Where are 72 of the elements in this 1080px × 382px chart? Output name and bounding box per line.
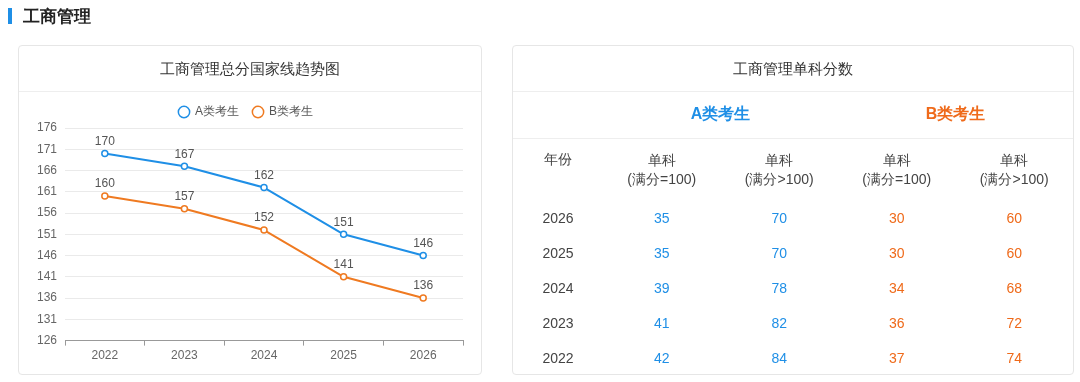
text: A类考生	[689, 104, 752, 125]
text: B类考生	[924, 104, 987, 125]
chart-title: 工商管理总分国家线趋势图	[19, 46, 481, 92]
y-tick-label: 136	[36, 290, 58, 305]
point	[419, 251, 427, 260]
y-tick-label: 2023	[541, 313, 575, 333]
data-label: 37	[887, 348, 906, 368]
text: 工商管理	[23, 5, 91, 28]
y-tick-label: 171	[36, 141, 58, 156]
data-label: 35	[652, 208, 671, 228]
data-label: 152	[254, 210, 275, 225]
point	[419, 294, 427, 302]
data-label: 157	[174, 189, 195, 204]
y-tick-label: 131	[36, 311, 58, 326]
data-label: 82	[770, 313, 789, 333]
data-label: 78	[770, 278, 789, 298]
x-tick-label: 2024	[250, 348, 278, 363]
data-label: 151	[333, 214, 354, 229]
data-label: 41	[652, 313, 671, 333]
x-tick-label: 单科 (满分>100)	[978, 150, 1050, 189]
data-label: 162	[254, 167, 275, 182]
data-label: 84	[770, 348, 789, 368]
y-tick-label: 156	[36, 205, 58, 220]
point	[339, 273, 348, 281]
y-tick-label: 176	[36, 120, 58, 135]
legend-label: A类考生	[195, 104, 240, 119]
point	[260, 183, 268, 192]
y-tick-label: 146	[36, 247, 58, 262]
x-tick-label: 2023	[171, 348, 199, 363]
y-tick-label: 2025	[541, 243, 575, 263]
y-tick-label: 2026	[541, 208, 575, 228]
x-tick-label: 单科 (满分>100)	[743, 150, 815, 189]
data-label: 60	[1005, 208, 1024, 228]
data-label: 35	[652, 243, 671, 263]
data-label: 30	[887, 208, 906, 228]
x-tick-label: 2026	[409, 348, 437, 363]
y-tick-label: 141	[36, 269, 58, 284]
data-label: 170	[94, 133, 116, 148]
x-tick-label: 单科 (满分=100)	[626, 150, 698, 189]
x-tick-label: 2022	[91, 348, 119, 363]
data-label: 68	[1005, 278, 1024, 298]
point	[101, 192, 109, 200]
point	[260, 226, 268, 234]
point	[180, 162, 189, 171]
x-tick-label: 单科 (满分=100)	[861, 150, 933, 189]
data-label: 70	[770, 243, 789, 263]
y-tick-label: 166	[36, 162, 58, 177]
data-label: 34	[887, 278, 906, 298]
y-tick-label: 161	[36, 184, 58, 199]
y-tick-label: 126	[36, 332, 58, 347]
data-label: 72	[1005, 313, 1024, 333]
y-tick-label: 151	[36, 226, 58, 241]
data-label: 136	[413, 278, 434, 293]
data-label: 60	[1005, 243, 1024, 263]
legend-label: B类考生	[269, 104, 314, 119]
y-axis-title: 年份	[543, 149, 573, 169]
data-label: 70	[770, 208, 789, 228]
chart-title: 工商管理单科分数	[513, 46, 1073, 92]
data-label: 42	[652, 348, 671, 368]
point	[180, 205, 189, 213]
data-label: 160	[94, 176, 116, 191]
point	[339, 230, 348, 239]
data-label: 30	[887, 243, 906, 263]
data-label: 39	[652, 278, 671, 298]
data-label: 74	[1005, 348, 1024, 368]
data-label: 167	[174, 146, 195, 161]
y-tick-label: 2024	[541, 278, 575, 298]
data-label: 36	[887, 313, 906, 333]
point	[101, 149, 109, 158]
data-label: 146	[413, 235, 434, 250]
x-tick-label: 2025	[330, 348, 358, 363]
data-label: 141	[333, 257, 354, 272]
